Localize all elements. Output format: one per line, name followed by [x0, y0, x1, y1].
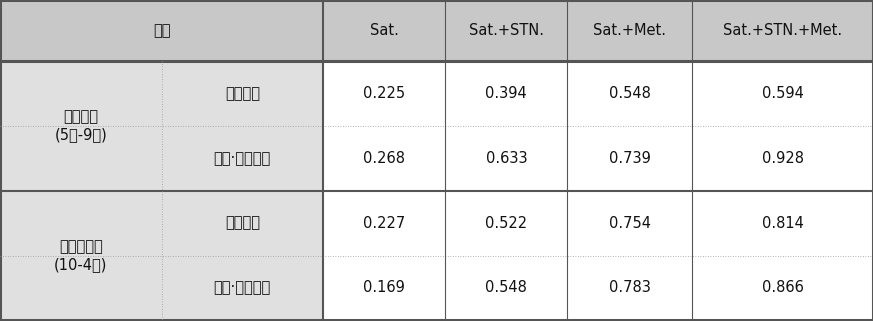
Bar	[162, 191, 323, 256]
Text: 0.548: 0.548	[609, 86, 650, 101]
Text: Sat.+STN.+Met.: Sat.+STN.+Met.	[723, 23, 842, 38]
Text: 0.928: 0.928	[761, 151, 804, 166]
Bar	[0, 191, 162, 320]
Bar	[445, 61, 567, 126]
Text: 0.225: 0.225	[363, 86, 405, 101]
Bar	[162, 256, 323, 320]
Bar	[567, 191, 692, 256]
Text: 0.814: 0.814	[762, 216, 803, 230]
Text: 0.394: 0.394	[485, 86, 527, 101]
Bar	[567, 126, 692, 191]
Bar	[692, 0, 873, 61]
Bar	[692, 256, 873, 320]
Bar	[0, 0, 323, 61]
Bar	[0, 61, 162, 191]
Bar	[692, 191, 873, 256]
Bar	[692, 126, 873, 191]
Text: 도시대기: 도시대기	[224, 216, 260, 230]
Bar	[323, 256, 445, 320]
Text: Sat.+Met.: Sat.+Met.	[594, 23, 666, 38]
Text: 0.522: 0.522	[485, 216, 527, 230]
Bar	[567, 256, 692, 320]
Bar	[445, 0, 567, 61]
Text: 0.739: 0.739	[609, 151, 650, 166]
Text: 오존시즌
(5월-9월): 오존시즌 (5월-9월)	[54, 110, 107, 142]
Bar	[323, 126, 445, 191]
Text: 0.783: 0.783	[609, 281, 650, 295]
Bar	[692, 61, 873, 126]
Text: Sat.+STN.: Sat.+STN.	[469, 23, 544, 38]
Bar	[445, 256, 567, 320]
Bar	[567, 61, 692, 126]
Text: 0.633: 0.633	[485, 151, 527, 166]
Text: 0.866: 0.866	[762, 281, 803, 295]
Bar	[567, 0, 692, 61]
Bar	[323, 191, 445, 256]
Text: 교외·배경대기: 교외·배경대기	[214, 151, 271, 166]
Text: 도시대기: 도시대기	[224, 86, 260, 101]
Text: 0.169: 0.169	[363, 281, 405, 295]
Text: 0.548: 0.548	[485, 281, 527, 295]
Text: 0.227: 0.227	[363, 216, 405, 230]
Bar	[445, 191, 567, 256]
Text: 0.594: 0.594	[762, 86, 803, 101]
Bar	[323, 0, 445, 61]
Text: 0.754: 0.754	[608, 216, 651, 230]
Text: 비오존시즌
(10-4월): 비오존시즌 (10-4월)	[54, 239, 107, 272]
Bar	[323, 61, 445, 126]
Bar	[445, 126, 567, 191]
Bar	[162, 126, 323, 191]
Text: Sat.: Sat.	[369, 23, 399, 38]
Bar	[162, 61, 323, 126]
Text: 교외·배경대기: 교외·배경대기	[214, 281, 271, 295]
Text: 0.268: 0.268	[363, 151, 405, 166]
Text: 분류: 분류	[153, 23, 170, 38]
